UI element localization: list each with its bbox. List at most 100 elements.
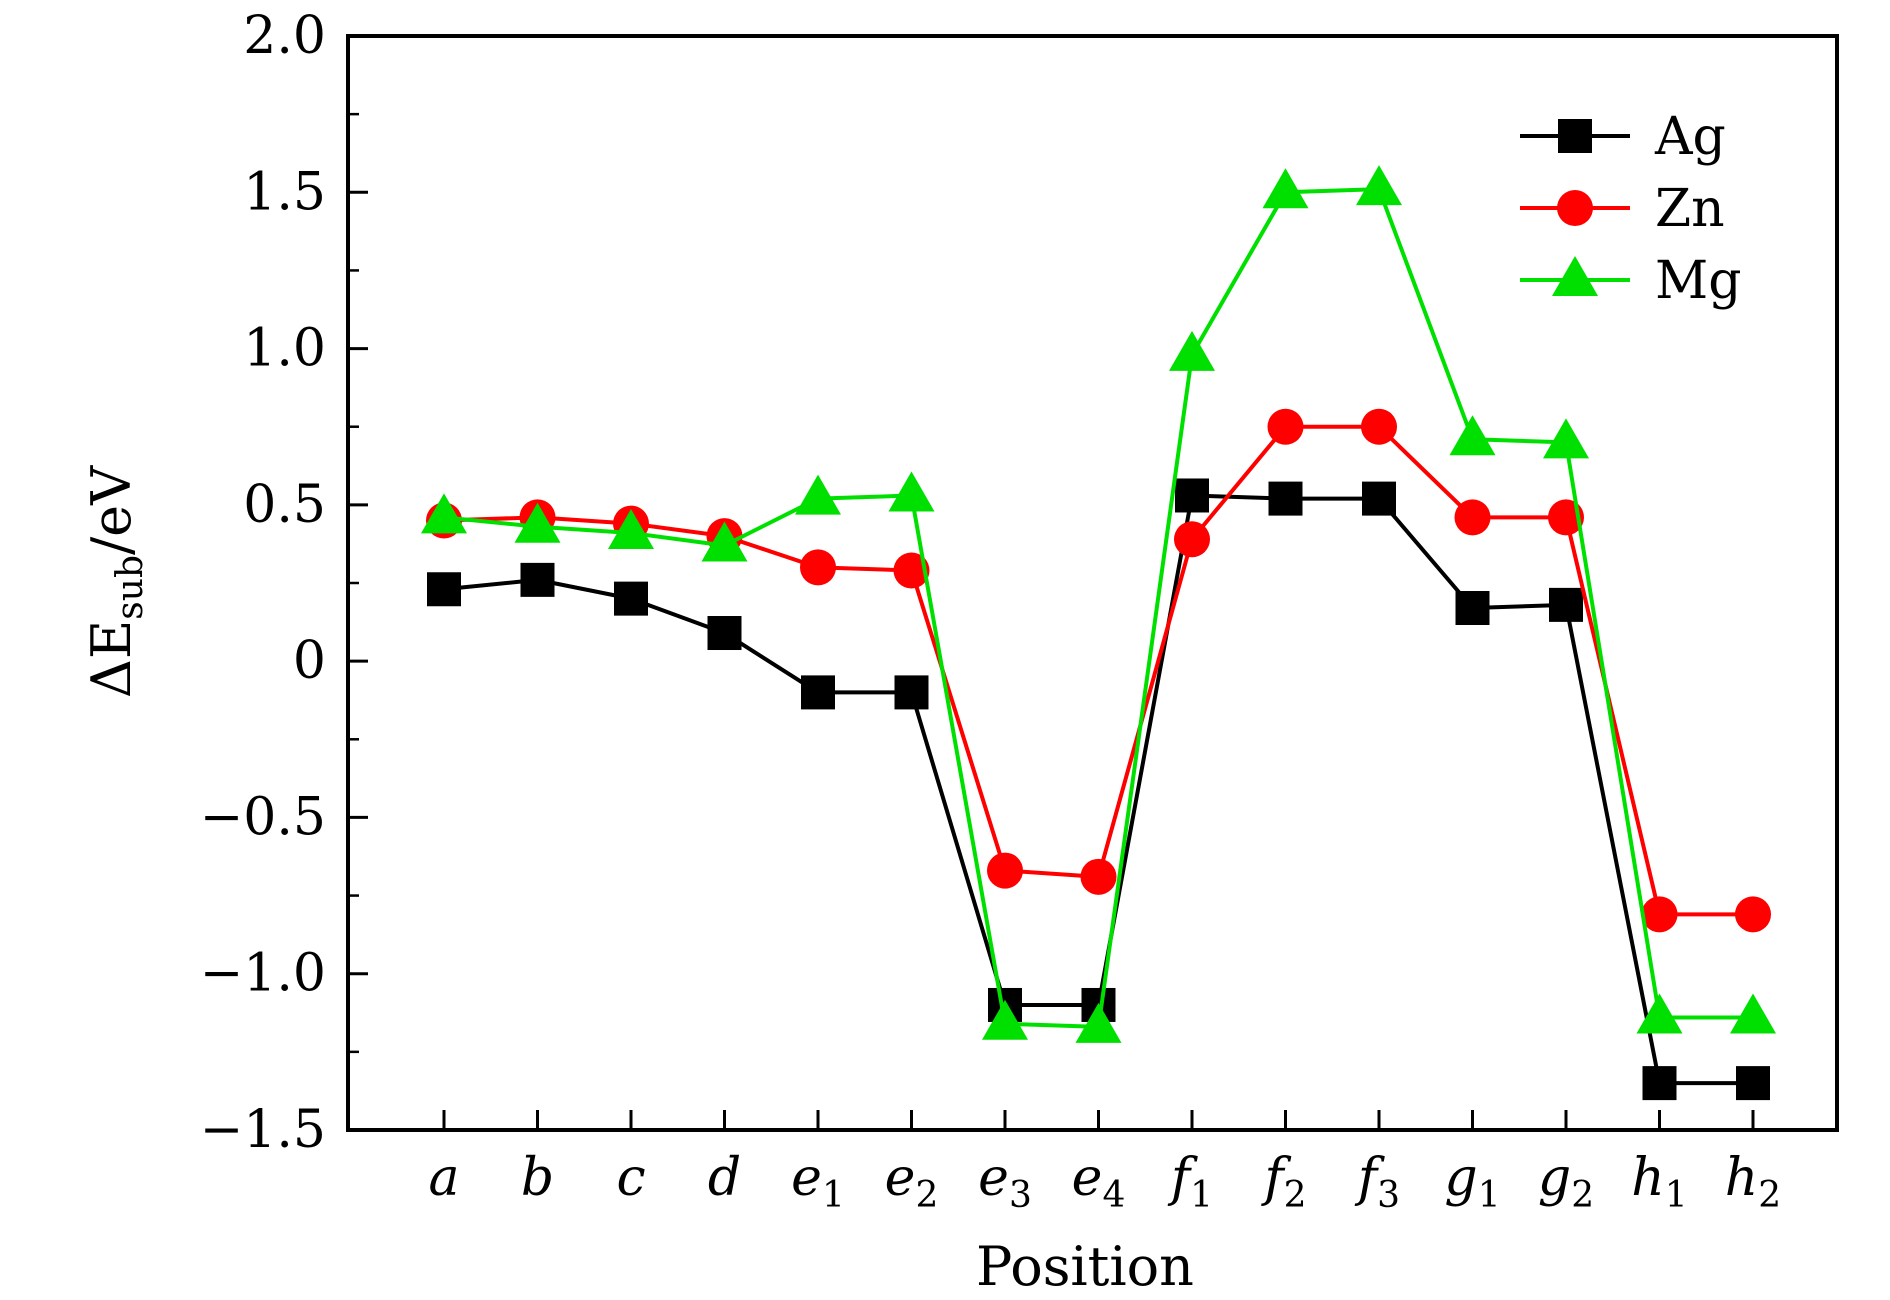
x-axis-title: Position	[976, 1235, 1194, 1298]
x-tick-label: e3	[978, 1148, 1032, 1216]
y-tick-label: −1.5	[200, 1100, 326, 1160]
data-point	[608, 508, 654, 549]
x-tick-label-base: e	[978, 1148, 1009, 1208]
y-axis-title-prefix: ΔE	[80, 620, 143, 698]
x-tick-label: c	[616, 1148, 645, 1208]
x-tick-label-subscript: 2	[1571, 1175, 1594, 1216]
x-tick-label-base: g	[1444, 1148, 1477, 1208]
x-tick-label-base: a	[428, 1148, 459, 1208]
data-point	[1268, 481, 1303, 516]
data-point	[1543, 418, 1589, 459]
x-tick-label-subscript: 2	[915, 1175, 938, 1216]
data-point	[1549, 587, 1583, 622]
x-tick-label: h1	[1631, 1148, 1687, 1216]
axes: 2.01.51.00.50−0.5−1.0−1.5a b c d e1 e2 e3 e4 f1 f…	[200, 6, 1839, 1216]
data-point	[888, 471, 935, 512]
data-point	[1174, 521, 1210, 558]
y-axis-title-suffix: /eV	[80, 465, 143, 555]
data-point	[1169, 330, 1215, 371]
data-point	[1361, 408, 1397, 445]
data-point	[520, 562, 555, 597]
x-tick-label-subscript: 1	[822, 1175, 845, 1216]
x-tick-label-subscript: 2	[1284, 1175, 1307, 1216]
series-mg	[421, 165, 1776, 1043]
data-point	[707, 616, 742, 651]
x-tick-label: f1	[1167, 1148, 1213, 1216]
y-tick-label: −1.0	[200, 944, 326, 1004]
legend-label: Zn	[1655, 179, 1725, 239]
data-point	[1730, 993, 1776, 1034]
x-tick-label: b	[521, 1148, 554, 1208]
x-tick-label: e1	[791, 1148, 845, 1216]
x-tick-label: d	[708, 1148, 741, 1208]
series-zn	[426, 408, 1771, 933]
data-point	[987, 852, 1023, 889]
legend-label: Mg	[1655, 251, 1742, 311]
x-tick-label-base: e	[791, 1148, 822, 1208]
data-point	[800, 549, 836, 586]
data-point	[614, 581, 648, 616]
legend-label: Ag	[1654, 107, 1726, 167]
x-tick-label: f2	[1260, 1148, 1306, 1216]
x-tick-label-subscript: 1	[1478, 1175, 1501, 1216]
x-tick-label-base: c	[616, 1148, 645, 1208]
data-point	[1262, 168, 1309, 209]
data-point	[1175, 478, 1209, 513]
x-tick-label: e2	[885, 1148, 939, 1216]
y-axis-title-subscript: sub	[110, 555, 151, 620]
data-point	[1642, 1066, 1677, 1101]
data-point	[1449, 415, 1496, 456]
x-tick-label: f3	[1354, 1148, 1400, 1216]
x-tick-label-subscript: 2	[1758, 1175, 1781, 1216]
data-point	[1080, 858, 1117, 895]
data-point	[1362, 481, 1396, 516]
series-layer	[421, 165, 1776, 1101]
x-tick-label-base: g	[1538, 1148, 1571, 1208]
series-line	[443, 424, 1753, 917]
x-tick-label-subscript: 1	[1190, 1175, 1213, 1216]
y-tick-label: −0.5	[200, 787, 326, 847]
data-point	[1454, 499, 1491, 536]
x-tick-label-subscript: 3	[1377, 1175, 1400, 1216]
x-tick-label-subscript: 4	[1102, 1175, 1125, 1216]
y-tick-label: 1.5	[243, 162, 326, 222]
x-tick-label-base: h	[1631, 1148, 1665, 1208]
data-point	[1455, 591, 1490, 626]
y-tick-label: 1.0	[243, 319, 326, 379]
plot-frame	[346, 34, 1839, 1132]
x-tick-label: g1	[1444, 1148, 1500, 1216]
legend-marker	[1558, 119, 1592, 153]
data-point	[795, 474, 841, 515]
data-point	[1641, 896, 1678, 933]
y-tick-label: 0	[293, 631, 326, 691]
legend-item-ag: Ag	[1520, 107, 1726, 167]
data-point	[427, 572, 461, 607]
legend-marker	[1552, 256, 1598, 296]
y-tick-label: 0.5	[243, 475, 326, 535]
x-tick-label: h2	[1725, 1148, 1781, 1216]
data-point	[421, 493, 467, 534]
data-point	[982, 999, 1028, 1040]
x-tick-label-base: h	[1725, 1148, 1759, 1208]
x-tick-label-base: e	[1072, 1148, 1103, 1208]
data-point	[1735, 896, 1771, 933]
data-point	[1267, 408, 1304, 445]
data-point	[893, 552, 930, 589]
legend-marker	[1557, 190, 1593, 226]
y-tick-label: 2.0	[243, 6, 326, 66]
x-tick-label-base: e	[885, 1148, 916, 1208]
data-point	[1636, 993, 1683, 1034]
data-point	[701, 521, 748, 562]
data-point	[514, 502, 561, 543]
data-point	[1356, 165, 1402, 206]
data-point	[894, 675, 929, 710]
legend-item-mg: Mg	[1520, 251, 1742, 311]
legend-item-zn: Zn	[1520, 179, 1725, 239]
x-tick-label: e4	[1072, 1148, 1126, 1216]
x-tick-label: a	[428, 1148, 459, 1208]
y-axis-title: ΔEsub/eV	[80, 465, 151, 698]
data-point	[1736, 1066, 1770, 1101]
x-tick-label-base: b	[521, 1148, 554, 1208]
x-tick-label-subscript: 1	[1665, 1175, 1688, 1216]
